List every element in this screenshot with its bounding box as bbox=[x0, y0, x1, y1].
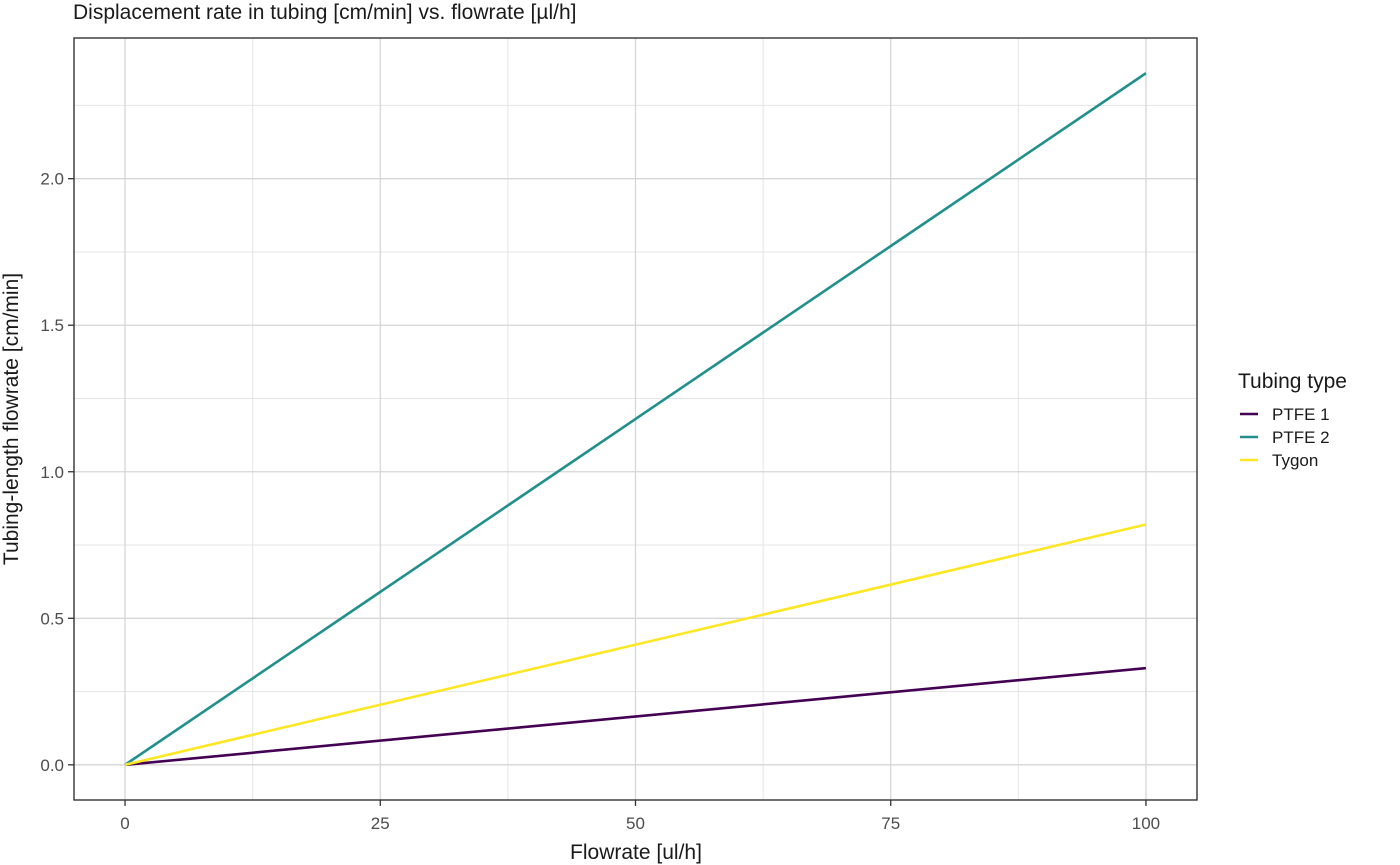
grid-major bbox=[74, 38, 1197, 800]
y-tick-label: 0.0 bbox=[40, 756, 64, 775]
chart-title: Displacement rate in tubing [cm/min] vs.… bbox=[73, 1, 576, 24]
x-tick-label: 25 bbox=[371, 814, 390, 833]
series-line-ptfe-1 bbox=[124, 666, 1147, 767]
x-tick-label: 75 bbox=[881, 814, 900, 833]
x-tick-label: 100 bbox=[1132, 814, 1160, 833]
y-tick-label: 1.0 bbox=[40, 463, 64, 482]
x-tick-label: 50 bbox=[626, 814, 645, 833]
series-line-tygon bbox=[124, 523, 1147, 767]
legend-title: Tubing type bbox=[1238, 370, 1347, 393]
y-tick-label: 0.5 bbox=[40, 609, 64, 628]
x-axis-title: Flowrate [ul/h] bbox=[570, 841, 702, 864]
y-axis: 0.0 0.5 1.0 1.5 2.0 bbox=[40, 170, 74, 775]
x-tick-label: 0 bbox=[120, 814, 129, 833]
series-lines bbox=[124, 72, 1147, 767]
y-tick-label: 1.5 bbox=[40, 316, 64, 335]
y-axis-title: Tubing-length flowrate [cm/min] bbox=[0, 273, 23, 565]
y-tick-label: 2.0 bbox=[40, 170, 64, 189]
legend-label: PTFE 2 bbox=[1272, 428, 1330, 447]
legend-label: Tygon bbox=[1272, 451, 1318, 470]
legend: Tubing type PTFE 1 PTFE 2 Tygon bbox=[1238, 370, 1347, 470]
x-axis: 0 25 50 75 100 bbox=[120, 800, 1160, 833]
series-line-ptfe-2 bbox=[124, 72, 1147, 766]
legend-label: PTFE 1 bbox=[1272, 405, 1330, 424]
